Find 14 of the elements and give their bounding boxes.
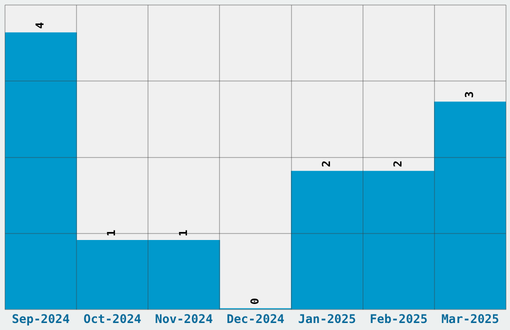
x-tick-label: Oct-2024 — [83, 312, 142, 326]
data-label: 2 — [320, 160, 333, 168]
data-label: 2 — [392, 160, 404, 168]
x-tick-label: Mar-2025 — [441, 312, 500, 326]
x-tick-label: Sep-2024 — [12, 312, 70, 326]
x-tick-label: Feb-2025 — [370, 312, 428, 326]
data-label: 4 — [34, 22, 47, 29]
x-tick-label: Jan-2025 — [298, 312, 356, 326]
data-label: 1 — [105, 229, 118, 236]
data-label: 0 — [248, 298, 262, 305]
data-label: 1 — [176, 229, 190, 236]
x-tick-label: Dec-2024 — [226, 312, 284, 326]
data-label: 3 — [463, 91, 476, 98]
x-tick-label: Nov-2024 — [155, 312, 213, 326]
